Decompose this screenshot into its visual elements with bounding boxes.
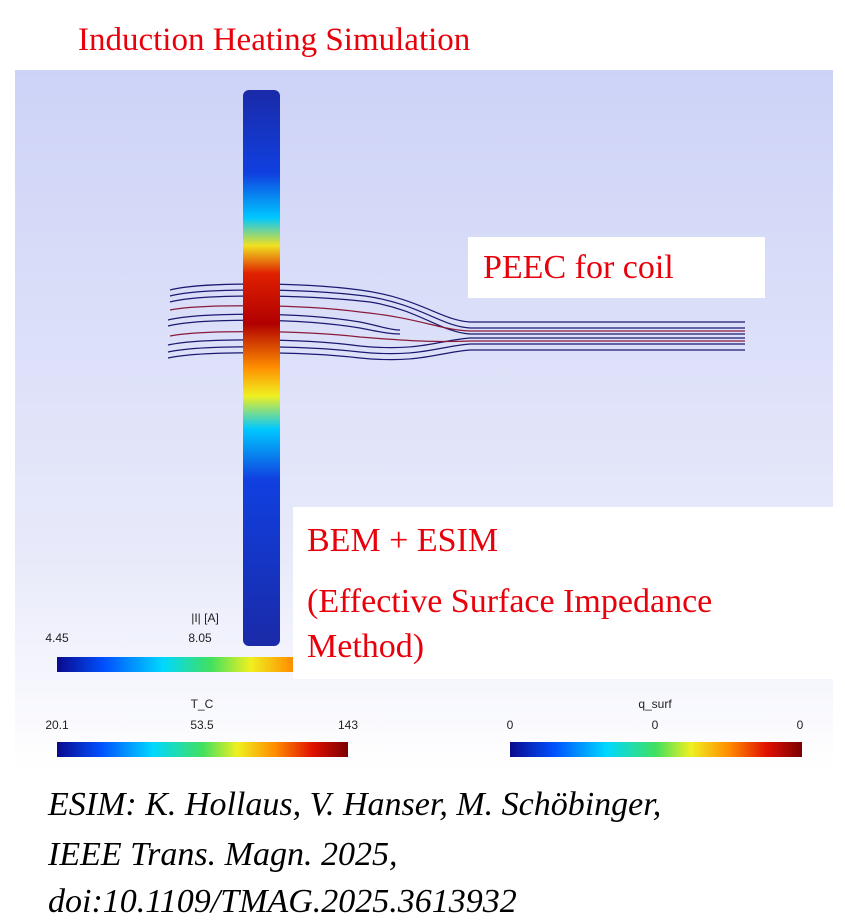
label-box	[293, 507, 833, 679]
colorbar-tick: 0	[652, 718, 659, 732]
annotation: Method)	[307, 628, 425, 665]
colorbar-tick: 53.5	[190, 718, 214, 732]
citation-line: doi:10.1109/TMAG.2025.3613932	[48, 883, 517, 920]
colorbar-tick: 0	[797, 718, 804, 732]
colorbar-tick: 4.45	[45, 631, 69, 645]
slide-title: Induction Heating Simulation	[78, 22, 471, 58]
citation-line: IEEE Trans. Magn. 2025,	[48, 836, 398, 873]
colorbar	[57, 742, 348, 757]
annotation: PEEC for coil	[483, 249, 674, 286]
colorbar-title: |I| [A]	[191, 611, 219, 625]
citation-line: ESIM: K. Hollaus, V. Hanser, M. Schöbing…	[48, 786, 662, 823]
colorbar-tick: 0	[507, 718, 514, 732]
colorbar-tick: 8.05	[188, 631, 212, 645]
label-box	[468, 237, 765, 298]
colorbar-title: q_surf	[638, 697, 672, 711]
colorbar	[510, 742, 802, 757]
colorbar-tick: 143	[338, 718, 358, 732]
colorbar-title: T_C	[191, 697, 214, 711]
colorbar	[57, 657, 293, 672]
coil	[167, 283, 745, 361]
colorbar-tick: 20.1	[45, 718, 69, 732]
annotation: (Effective Surface Impedance	[307, 583, 713, 620]
workpiece-rod	[243, 90, 280, 646]
annotation: BEM + ESIM	[307, 522, 499, 559]
